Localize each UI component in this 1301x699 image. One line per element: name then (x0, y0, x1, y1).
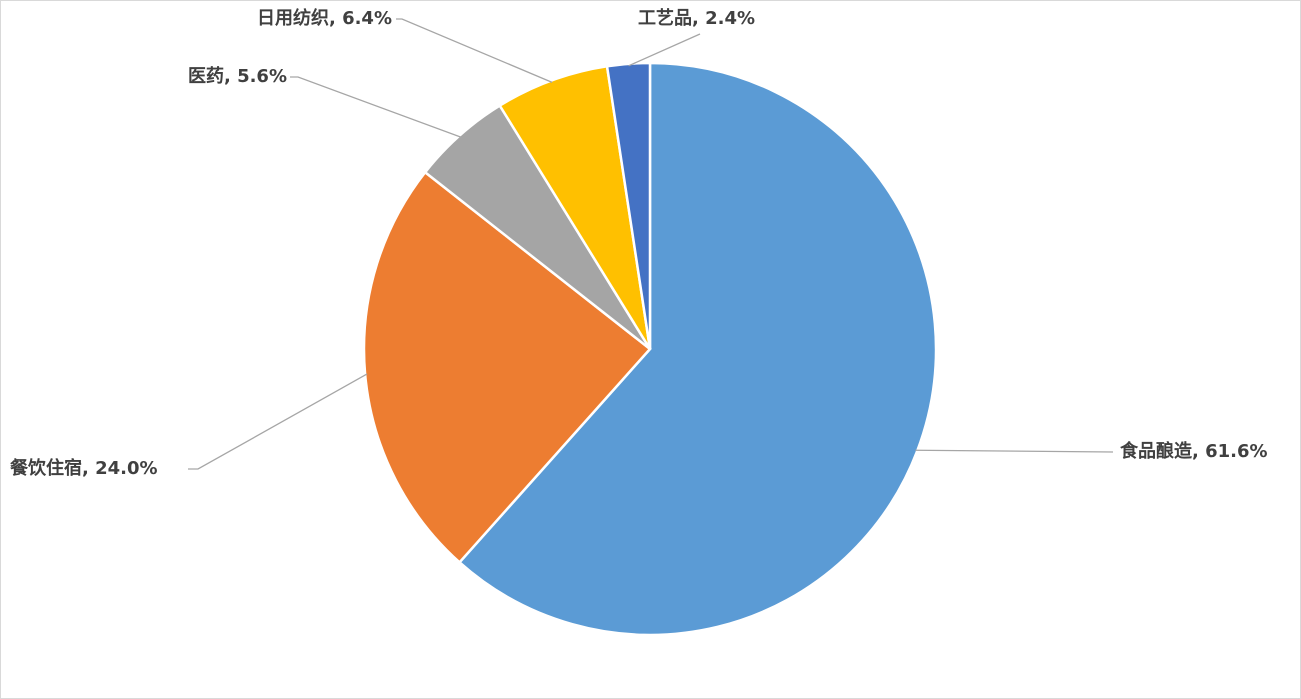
data-label: 医药, 5.6% (188, 65, 287, 87)
leader-line (290, 76, 462, 138)
leader-line (628, 33, 701, 67)
pie-slice (457, 61, 938, 637)
data-label: 食品酿造, 61.6% (1119, 440, 1268, 462)
data-label: 日用纺织, 6.4% (257, 7, 392, 29)
pie-slice (362, 170, 652, 565)
leader-line (915, 449, 1114, 453)
data-label: 工艺品, 2.4% (638, 7, 755, 29)
data-label: 餐饮住宿, 24.0% (9, 457, 158, 479)
leader-line (396, 18, 553, 83)
pie-slice (498, 64, 652, 350)
leader-line (188, 373, 368, 470)
pie-slice (605, 61, 652, 350)
